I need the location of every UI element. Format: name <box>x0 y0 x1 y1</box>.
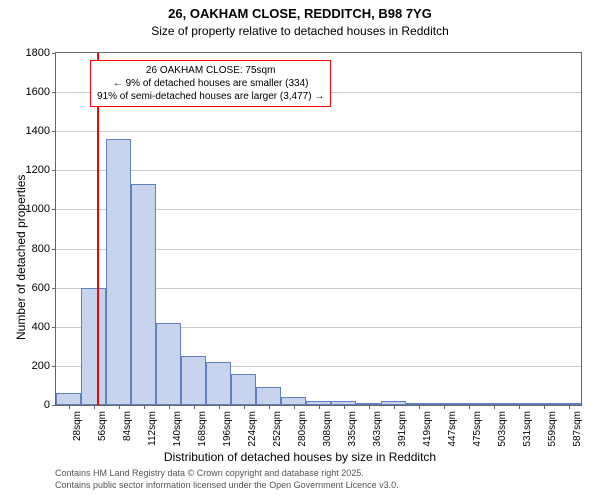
footer-line1: Contains HM Land Registry data © Crown c… <box>55 468 399 480</box>
xtick-mark <box>244 405 245 409</box>
xtick-mark <box>119 405 120 409</box>
ytick-mark <box>52 249 56 250</box>
histogram-bar <box>231 374 256 405</box>
xtick-label: 168sqm <box>197 411 208 447</box>
histogram-bar <box>156 323 181 405</box>
xtick-mark <box>494 405 495 409</box>
ytick-mark <box>52 131 56 132</box>
ytick-label: 200 <box>32 360 50 372</box>
xtick-mark <box>519 405 520 409</box>
ytick-label: 1200 <box>26 164 50 176</box>
footer-copyright: Contains HM Land Registry data © Crown c… <box>55 468 399 491</box>
ytick-label: 1400 <box>26 125 50 137</box>
footer-line2: Contains public sector information licen… <box>55 480 399 492</box>
xtick-mark <box>544 405 545 409</box>
xtick-label: 196sqm <box>222 411 233 447</box>
xtick-label: 587sqm <box>572 411 583 447</box>
ytick-label: 0 <box>44 399 50 411</box>
annotation-box: 26 OAKHAM CLOSE: 75sqm ← 9% of detached … <box>90 60 331 107</box>
xtick-mark <box>469 405 470 409</box>
ytick-mark <box>52 92 56 93</box>
xtick-mark <box>69 405 70 409</box>
xtick-mark <box>194 405 195 409</box>
histogram-bar <box>81 288 106 405</box>
xtick-mark <box>219 405 220 409</box>
xtick-label: 391sqm <box>397 411 408 447</box>
xtick-mark <box>169 405 170 409</box>
xtick-mark <box>444 405 445 409</box>
xtick-mark <box>394 405 395 409</box>
annotation-line2: ← 9% of detached houses are smaller (334… <box>97 77 324 90</box>
xtick-label: 28sqm <box>72 411 83 441</box>
y-axis-label: Number of detached properties <box>14 175 28 340</box>
ytick-mark <box>52 288 56 289</box>
xtick-label: 280sqm <box>297 411 308 447</box>
ytick-label: 600 <box>32 282 50 294</box>
xtick-label: 447sqm <box>447 411 458 447</box>
chart-subtitle: Size of property relative to detached ho… <box>0 24 600 38</box>
histogram-bar <box>206 362 231 405</box>
xtick-label: 84sqm <box>122 411 133 441</box>
xtick-mark <box>94 405 95 409</box>
ytick-label: 800 <box>32 243 50 255</box>
ytick-mark <box>52 405 56 406</box>
ytick-label: 400 <box>32 321 50 333</box>
xtick-label: 335sqm <box>347 411 358 447</box>
ytick-mark <box>52 209 56 210</box>
xtick-mark <box>294 405 295 409</box>
xtick-label: 56sqm <box>97 411 108 441</box>
xtick-mark <box>569 405 570 409</box>
xtick-label: 559sqm <box>547 411 558 447</box>
xtick-label: 308sqm <box>322 411 333 447</box>
ytick-mark <box>52 327 56 328</box>
histogram-bar <box>56 393 81 405</box>
gridline <box>56 170 581 171</box>
ytick-label: 1600 <box>26 86 50 98</box>
histogram-bar <box>106 139 131 405</box>
ytick-label: 1000 <box>26 203 50 215</box>
annotation-line3: 91% of semi-detached houses are larger (… <box>97 90 324 103</box>
xtick-mark <box>319 405 320 409</box>
ytick-mark <box>52 170 56 171</box>
xtick-label: 363sqm <box>372 411 383 447</box>
xtick-mark <box>369 405 370 409</box>
histogram-bar <box>281 397 306 405</box>
xtick-label: 140sqm <box>172 411 183 447</box>
gridline <box>56 131 581 132</box>
x-axis-label: Distribution of detached houses by size … <box>0 450 600 464</box>
xtick-mark <box>144 405 145 409</box>
xtick-label: 224sqm <box>247 411 258 447</box>
xtick-label: 503sqm <box>497 411 508 447</box>
chart-container: 26, OAKHAM CLOSE, REDDITCH, B98 7YG Size… <box>0 0 600 500</box>
xtick-mark <box>344 405 345 409</box>
xtick-label: 252sqm <box>272 411 283 447</box>
histogram-bar <box>181 356 206 405</box>
xtick-mark <box>269 405 270 409</box>
annotation-line1: 26 OAKHAM CLOSE: 75sqm <box>97 64 324 77</box>
chart-title: 26, OAKHAM CLOSE, REDDITCH, B98 7YG <box>0 6 600 21</box>
ytick-label: 1800 <box>26 47 50 59</box>
ytick-mark <box>52 53 56 54</box>
histogram-bar <box>131 184 156 405</box>
xtick-label: 112sqm <box>147 411 158 446</box>
histogram-bar <box>256 387 281 405</box>
xtick-label: 419sqm <box>422 411 433 447</box>
xtick-mark <box>419 405 420 409</box>
xtick-label: 475sqm <box>472 411 483 447</box>
ytick-mark <box>52 366 56 367</box>
xtick-label: 531sqm <box>522 411 533 447</box>
